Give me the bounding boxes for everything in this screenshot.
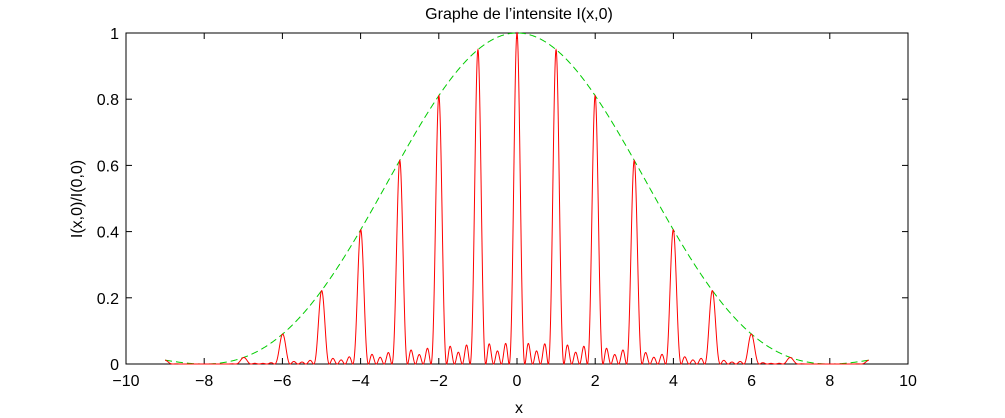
series-envelope-line [165, 32, 869, 365]
chart-title: Graphe de l’intensite I(x,0) [425, 6, 613, 23]
y-tick-label: 0.6 [97, 158, 119, 175]
x-tick-label: −4 [351, 373, 369, 390]
ticks-layer: −10 −8 −6 −4 −2 0 2 4 6 8 10 0 0.2 0.4 0.6 0.8 1 [97, 26, 917, 390]
x-tick-label: 2 [591, 373, 600, 390]
y-tick-label: 0.8 [97, 92, 119, 109]
series-layer [165, 31, 869, 365]
x-tick-label: −6 [273, 373, 291, 390]
x-axis-title: x [515, 400, 523, 417]
x-tick-label: −10 [112, 373, 139, 390]
x-tick-label: 6 [747, 373, 756, 390]
series-intensity-line [165, 31, 869, 365]
y-tick-label: 0 [110, 357, 119, 374]
y-axis-title: I(x,0)/I(0,0) [69, 160, 86, 238]
plot-frame [125, 32, 909, 365]
y-tick-label: 0.4 [97, 225, 119, 242]
x-tick-label: 10 [899, 373, 917, 390]
y-tick-label: 0.2 [97, 291, 119, 308]
x-tick-label: −2 [430, 373, 448, 390]
x-tick-label: −8 [195, 373, 213, 390]
x-tick-label: 0 [513, 373, 522, 390]
x-tick-label: 4 [669, 373, 678, 390]
y-tick-label: 1 [110, 26, 119, 43]
x-tick-label: 8 [825, 373, 834, 390]
